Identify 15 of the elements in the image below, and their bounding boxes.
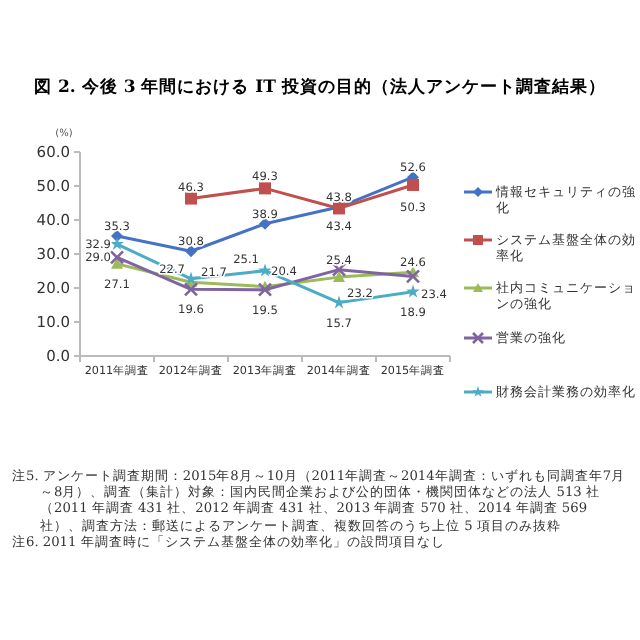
- point: [109, 250, 125, 265]
- point: [110, 236, 124, 250]
- point: [257, 282, 273, 297]
- point: [185, 245, 197, 258]
- point: [406, 284, 420, 298]
- point: [258, 263, 272, 277]
- point: [185, 192, 197, 205]
- point: [259, 182, 271, 195]
- point: [332, 295, 346, 309]
- point: [183, 282, 199, 297]
- point: [184, 271, 198, 285]
- point: [333, 271, 345, 282]
- point: [407, 178, 419, 191]
- chart-title: 図 2. 今後 3 年間における IT 投資の目的（法人アンケート調査結果）: [32, 76, 608, 100]
- point: [405, 269, 421, 284]
